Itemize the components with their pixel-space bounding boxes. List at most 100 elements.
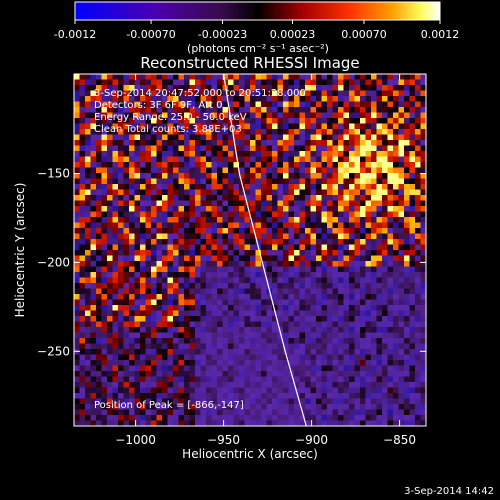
heatmap-cell <box>376 305 383 311</box>
heatmap-cell <box>85 409 91 416</box>
heatmap-cell <box>250 261 256 267</box>
heatmap-cell <box>151 371 157 377</box>
heatmap-cell <box>283 376 289 383</box>
heatmap-cell <box>332 360 339 366</box>
heatmap-cell <box>140 123 146 130</box>
heatmap-cell <box>96 255 102 262</box>
heatmap-cell <box>299 349 306 355</box>
heatmap-cell <box>393 140 399 146</box>
heatmap-cell <box>316 129 322 135</box>
heatmap-cell <box>178 189 185 196</box>
heatmap-cell <box>266 118 273 124</box>
heatmap-cell <box>332 90 339 97</box>
heatmap-cell <box>299 354 306 361</box>
heatmap-cell <box>200 365 207 372</box>
heatmap-cell <box>420 228 426 234</box>
heatmap-cell <box>376 90 383 97</box>
heatmap-cell <box>272 156 278 163</box>
heatmap-cell <box>162 354 168 361</box>
heatmap-cell <box>343 90 350 97</box>
heatmap-cell <box>321 343 328 350</box>
heatmap-cell <box>266 354 273 361</box>
heatmap-cell <box>162 211 168 218</box>
heatmap-cell <box>255 107 262 113</box>
heatmap-cell <box>85 294 91 300</box>
heatmap-cell <box>272 85 278 91</box>
heatmap-cell <box>398 354 405 361</box>
heatmap-cell <box>393 343 399 350</box>
heatmap-cell <box>156 74 163 80</box>
heatmap-cell <box>200 299 207 306</box>
heatmap-cell <box>321 255 328 262</box>
heatmap-cell <box>195 239 201 245</box>
heatmap-cell <box>211 387 218 394</box>
heatmap-cell <box>123 206 130 212</box>
heatmap-cell <box>277 239 284 245</box>
heatmap-cell <box>294 382 300 388</box>
heatmap-cell <box>96 376 102 383</box>
heatmap-cell <box>420 349 426 355</box>
heatmap-cell <box>272 365 278 372</box>
heatmap-cell <box>299 404 306 410</box>
heatmap-cell <box>85 382 91 388</box>
heatmap-cell <box>206 129 212 135</box>
heatmap-cell <box>398 123 405 130</box>
heatmap-cell <box>354 217 361 223</box>
heatmap-cell <box>233 376 240 383</box>
heatmap-cell <box>244 151 251 157</box>
heatmap-cell <box>261 360 267 366</box>
heatmap-cell <box>420 332 426 339</box>
heatmap-cell <box>371 118 377 124</box>
heatmap-cell <box>393 239 399 245</box>
heatmap-cell <box>222 321 229 328</box>
heatmap-cell <box>239 233 245 240</box>
heatmap-cell <box>206 228 212 234</box>
heatmap-cell <box>145 294 152 300</box>
heatmap-cell <box>156 371 163 377</box>
heatmap-cell <box>420 354 426 361</box>
heatmap-cell <box>255 283 262 289</box>
heatmap-cell <box>206 409 212 416</box>
heatmap-cell <box>415 85 421 91</box>
heatmap-cell <box>327 233 333 240</box>
heatmap-cell <box>101 398 108 405</box>
heatmap-cell <box>316 283 322 289</box>
heatmap-cell <box>299 299 306 306</box>
heatmap-cell <box>222 206 229 212</box>
heatmap-cell <box>217 244 223 251</box>
heatmap-cell <box>266 316 273 322</box>
heatmap-cell <box>288 294 295 300</box>
heatmap-cell <box>404 338 410 344</box>
heatmap-cell <box>173 85 179 91</box>
heatmap-cell <box>299 239 306 245</box>
heatmap-cell <box>74 211 80 218</box>
heatmap-cell <box>283 244 289 251</box>
heatmap-cell <box>79 250 86 256</box>
heatmap-cell <box>360 420 366 426</box>
heatmap-cell <box>305 200 311 207</box>
heatmap-cell <box>316 184 322 190</box>
heatmap-cell <box>332 398 339 405</box>
heatmap-cell <box>74 244 80 251</box>
heatmap-cell <box>266 255 273 262</box>
heatmap-cell <box>217 107 223 113</box>
heatmap-cell <box>338 266 344 273</box>
heatmap-cell <box>96 79 102 86</box>
heatmap-cell <box>112 316 119 322</box>
heatmap-cell <box>398 140 405 146</box>
heatmap-cell <box>178 118 185 124</box>
heatmap-cell <box>96 156 102 163</box>
heatmap-cell <box>338 244 344 251</box>
heatmap-cell <box>244 217 251 223</box>
heatmap-cell <box>233 409 240 416</box>
heatmap-cell <box>409 145 416 152</box>
heatmap-cell <box>420 173 426 179</box>
heatmap-cell <box>222 233 229 240</box>
heatmap-cell <box>365 129 372 135</box>
heatmap-cell <box>365 228 372 234</box>
heatmap-cell <box>134 321 141 328</box>
heatmap-cell <box>415 283 421 289</box>
heatmap-cell <box>211 299 218 306</box>
heatmap-cell <box>327 343 333 350</box>
heatmap-cell <box>321 145 328 152</box>
